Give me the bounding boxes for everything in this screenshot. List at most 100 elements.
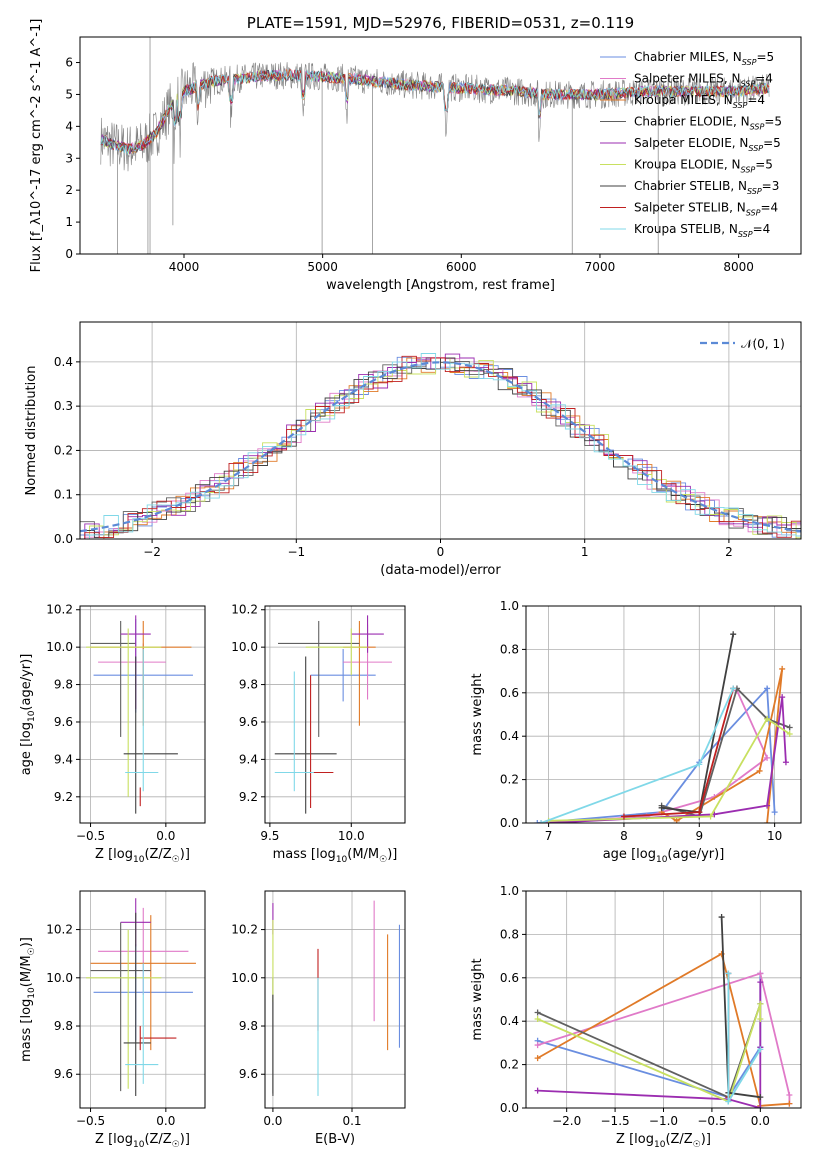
y-tick-label: 1 <box>65 215 73 229</box>
errorbar <box>90 620 136 737</box>
x-tick-label: 1 <box>581 545 589 559</box>
axes-frame <box>79 36 802 255</box>
data-point <box>764 802 771 809</box>
legend-entry: Kroupa STELIB, NSSP=4 <box>634 222 770 239</box>
legend-sub: SSP <box>742 58 757 67</box>
series-line <box>537 686 776 823</box>
x-tick-label: 0.0 <box>156 829 175 843</box>
plot-area <box>100 37 770 254</box>
errorbar <box>123 912 151 1096</box>
label-part: (Z/Z <box>144 1132 171 1147</box>
legend-entry: Salpeter STELIB, NSSP=4 <box>634 201 778 218</box>
plot-area <box>86 898 196 1096</box>
axes-frame <box>79 605 206 824</box>
x-tick-label: 8000 <box>723 260 754 274</box>
y-tick-label: 10.0 <box>46 971 73 985</box>
chart-mass-vs-ebv: 0.0 0.1 9.6 9.8 10.0 10.2 E(B-V) <box>231 890 406 1147</box>
plot-area <box>272 900 401 1096</box>
x-tick-label: 6000 <box>446 260 477 274</box>
label-part: 10 <box>133 855 145 865</box>
series-line <box>720 916 761 1099</box>
legend-sub: SSP <box>741 80 756 89</box>
x-axis-label: E(B-V) <box>315 1132 355 1147</box>
label-part: mass [log <box>19 999 34 1062</box>
x-tick-label: −0.5 <box>697 1114 726 1128</box>
label-part: (M/M <box>19 955 34 987</box>
legend-sub: SSP <box>748 144 763 153</box>
label-part: 10 <box>656 855 668 865</box>
errorbar <box>86 628 162 797</box>
data-point <box>757 1105 764 1108</box>
y-tick-label: 0.0 <box>54 532 73 546</box>
x-tick-label: 7000 <box>585 260 616 274</box>
legend-sub: SSP <box>747 187 762 196</box>
y-tick-label: 0.4 <box>500 1014 519 1028</box>
y-tick-label: 1.0 <box>500 599 519 613</box>
data-point <box>730 685 737 692</box>
x-tick-label: 10 <box>767 829 782 843</box>
y-tick-label: 0.6 <box>500 971 519 985</box>
legend-text: Salpeter STELIB, N <box>634 201 746 215</box>
data-point <box>764 715 771 722</box>
y-tick-label: 9.8 <box>54 1019 73 1033</box>
y-tick-label: 2 <box>65 183 73 197</box>
data-point <box>534 1042 541 1049</box>
x-tick-label: 0.0 <box>156 1114 175 1128</box>
label-part: 10 <box>336 855 348 865</box>
label-part: 10 <box>654 1140 666 1150</box>
x-axis-label: Z [log10(Z/Z☉)] <box>95 847 190 865</box>
chart-spectrum: 4000 5000 6000 7000 8000 0 1 2 3 4 5 6 wavelength [A… <box>29 14 802 293</box>
x-tick-label: −2 <box>143 545 161 559</box>
errorbar <box>125 649 159 792</box>
legend-entry: Kroupa MILES, NSSP=4 <box>634 93 765 110</box>
legend-text: =5 <box>755 158 773 172</box>
data-point <box>771 809 778 816</box>
label-part: Z [log <box>95 1132 133 1147</box>
x-tick-label: −2.0 <box>552 1114 581 1128</box>
legend-entry: Chabrier STELIB, NSSP=3 <box>634 179 779 196</box>
y-tick-label: 0.8 <box>500 927 519 941</box>
data-point <box>757 1094 764 1101</box>
legend-text: Chabrier STELIB, N <box>634 179 747 193</box>
legend-text: =4 <box>760 201 778 215</box>
x-axis-label: Z [log10(Z/Z☉)] <box>616 1132 711 1150</box>
errorbar <box>351 615 384 653</box>
label-part: (age/yr)] <box>19 654 34 711</box>
data-point <box>779 665 786 672</box>
chart-mass-vs-z: −0.5 0.09.69.810.010.2Z [log10(Z/Z☉)]mass… <box>19 890 206 1150</box>
data-point <box>534 1055 541 1062</box>
y-axis-label: age [log10(age/yr)] <box>19 654 37 776</box>
label-part: Z [log <box>616 1132 654 1147</box>
y-tick-label: 10.2 <box>231 923 258 937</box>
errorbar <box>139 1026 177 1051</box>
label-part: age [log <box>603 847 656 862</box>
x-tick-label: −1.5 <box>601 1114 630 1128</box>
legend-sub: SSP <box>746 209 761 218</box>
label-part: )] <box>180 1132 190 1147</box>
data-point <box>534 1087 541 1094</box>
y-axis-label: Normed distribution <box>24 366 39 496</box>
plot-area <box>534 631 793 823</box>
axes-frame <box>264 890 406 1109</box>
data-point <box>730 631 737 638</box>
y-tick-label: 9.6 <box>54 715 73 729</box>
gaussian-curve <box>80 361 801 533</box>
errorbar <box>278 620 360 737</box>
data-point <box>786 724 793 731</box>
label-part: ☉ <box>172 855 180 865</box>
legend-entry: 𝒩(0, 1) <box>741 337 785 351</box>
chart-title: PLATE=1591, MJD=52976, FIBERID=0531, z=0… <box>247 14 634 32</box>
y-tick-label: 0.2 <box>500 773 519 787</box>
data-point <box>725 970 732 977</box>
y-tick-label: 0 <box>65 247 73 261</box>
label-part: ☉ <box>27 947 37 955</box>
y-tick-label: 10.2 <box>46 923 73 937</box>
label-part: )] <box>701 1132 711 1147</box>
errorbar <box>90 620 192 726</box>
y-tick-label: 4 <box>65 119 73 133</box>
series-line <box>537 972 791 1104</box>
x-axis-label: (data-model)/error <box>380 563 501 578</box>
data-point <box>757 1046 764 1053</box>
x-axis-label: Z [log10(Z/Z☉)] <box>95 1132 190 1150</box>
